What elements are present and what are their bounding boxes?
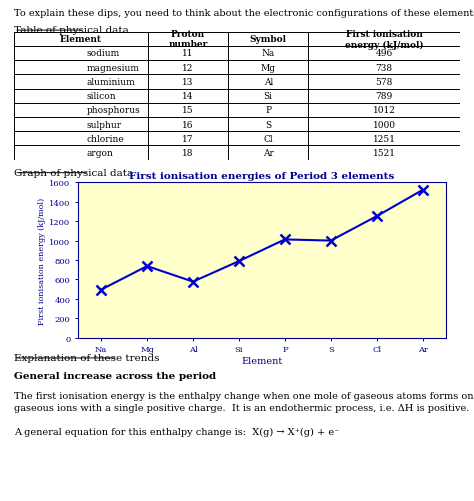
- Text: 15: 15: [182, 106, 194, 115]
- Text: Mg: Mg: [261, 64, 276, 73]
- Text: 578: 578: [375, 78, 393, 87]
- Text: 18: 18: [182, 149, 194, 158]
- Text: 12: 12: [182, 64, 194, 73]
- Text: silicon: silicon: [86, 92, 116, 101]
- Text: Proton
number: Proton number: [168, 30, 208, 49]
- Text: argon: argon: [86, 149, 113, 158]
- Text: Explanation of these trends: Explanation of these trends: [14, 353, 160, 362]
- Text: Si: Si: [264, 92, 273, 101]
- Text: 11: 11: [182, 50, 194, 58]
- Text: To explain these dips, you need to think about the electronic configurations of : To explain these dips, you need to think…: [14, 9, 474, 18]
- Text: 1251: 1251: [373, 135, 395, 143]
- Text: P: P: [265, 106, 271, 115]
- Text: phosphorus: phosphorus: [86, 106, 140, 115]
- Text: General increase across the period: General increase across the period: [14, 372, 216, 381]
- Text: 1012: 1012: [373, 106, 395, 115]
- Text: Cl: Cl: [264, 135, 273, 143]
- Text: 14: 14: [182, 92, 194, 101]
- Title: First ionisation energies of Period 3 elements: First ionisation energies of Period 3 el…: [129, 172, 394, 181]
- Text: magnesium: magnesium: [86, 64, 139, 73]
- X-axis label: Element: Element: [241, 357, 283, 366]
- Text: Symbol: Symbol: [250, 35, 287, 44]
- Text: Table of physical data: Table of physical data: [14, 26, 129, 35]
- Text: 496: 496: [375, 50, 392, 58]
- Text: 16: 16: [182, 120, 194, 129]
- Text: 1521: 1521: [373, 149, 395, 158]
- Text: sulphur: sulphur: [86, 120, 121, 129]
- Text: A general equation for this enthalpy change is:  X(g) → X⁺(g) + e⁻: A general equation for this enthalpy cha…: [14, 427, 339, 436]
- Text: Ar: Ar: [263, 149, 273, 158]
- Text: aluminium: aluminium: [86, 78, 135, 87]
- Text: S: S: [265, 120, 271, 129]
- Text: 17: 17: [182, 135, 194, 143]
- Text: Element: Element: [60, 35, 102, 44]
- Text: The first ionisation energy is the enthalpy change when one mole of gaseous atom: The first ionisation energy is the entha…: [14, 391, 474, 400]
- Text: 1000: 1000: [373, 120, 395, 129]
- Text: gaseous ions with a single positive charge.  It is an endothermic process, i.e. : gaseous ions with a single positive char…: [14, 403, 470, 412]
- Text: chlorine: chlorine: [86, 135, 124, 143]
- Text: Na: Na: [262, 50, 275, 58]
- Text: 13: 13: [182, 78, 194, 87]
- Y-axis label: First ionisation energy (kJ/mol): First ionisation energy (kJ/mol): [38, 197, 46, 324]
- Text: Graph of physical data: Graph of physical data: [14, 168, 133, 177]
- Text: 789: 789: [375, 92, 392, 101]
- Text: sodium: sodium: [86, 50, 119, 58]
- Text: 738: 738: [375, 64, 392, 73]
- Text: First ionisation
energy (kJ/mol): First ionisation energy (kJ/mol): [345, 30, 423, 50]
- Text: Al: Al: [264, 78, 273, 87]
